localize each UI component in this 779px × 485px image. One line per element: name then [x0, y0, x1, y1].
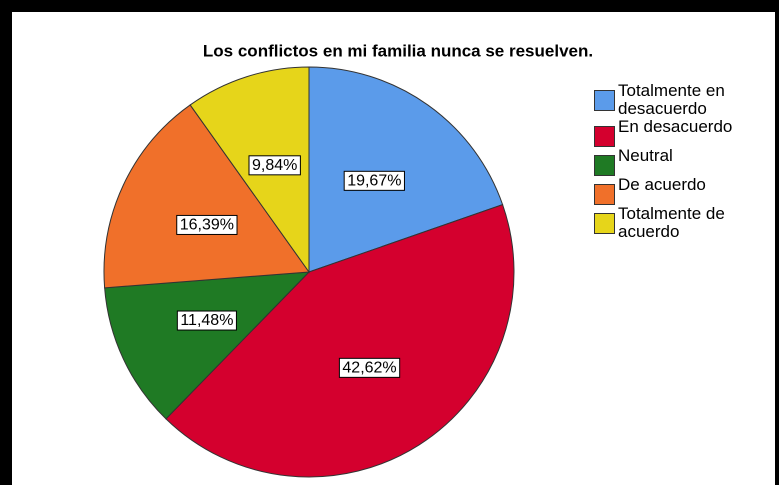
legend-label: Totalmente en desacuerdo — [618, 81, 725, 118]
chart-title: Los conflictos en mi familia nunca se re… — [203, 41, 593, 60]
pie-slice — [165, 203, 515, 478]
legend-label: En desacuerdo — [618, 117, 733, 136]
data-label: 42,62% — [342, 359, 396, 376]
legend-entry: Neutral — [594, 147, 774, 176]
data-label: 16,39% — [180, 216, 234, 233]
legend-swatch — [594, 184, 615, 205]
legend-swatch — [594, 90, 615, 111]
legend-entry: Totalmente de acuerdo — [594, 205, 774, 241]
legend-entry: Totalmente en desacuerdo — [594, 82, 774, 118]
data-label-box — [343, 170, 405, 191]
pie-slice — [104, 271, 311, 420]
legend-label: Neutral — [618, 146, 673, 165]
legend: Totalmente en desacuerdo En desacuerdo Neu… — [594, 82, 774, 241]
legend-swatch — [594, 155, 615, 176]
data-label-box — [176, 214, 238, 235]
legend-label: Totalmente de acuerdo — [618, 204, 725, 241]
legend-swatch — [594, 126, 615, 147]
pie-slice — [103, 104, 310, 289]
data-label: 9,84% — [252, 157, 297, 174]
data-label-box — [338, 357, 401, 378]
data-label-box — [176, 310, 237, 331]
pie-slice — [308, 66, 504, 273]
legend-entry: De acuerdo — [594, 176, 774, 205]
data-label: 11,48% — [180, 312, 233, 329]
legend-swatch — [594, 213, 615, 234]
legend-entry: En desacuerdo — [594, 118, 774, 147]
legend-label: De acuerdo — [618, 175, 706, 194]
data-label: 19,67% — [347, 172, 401, 189]
data-label-box — [248, 155, 301, 176]
